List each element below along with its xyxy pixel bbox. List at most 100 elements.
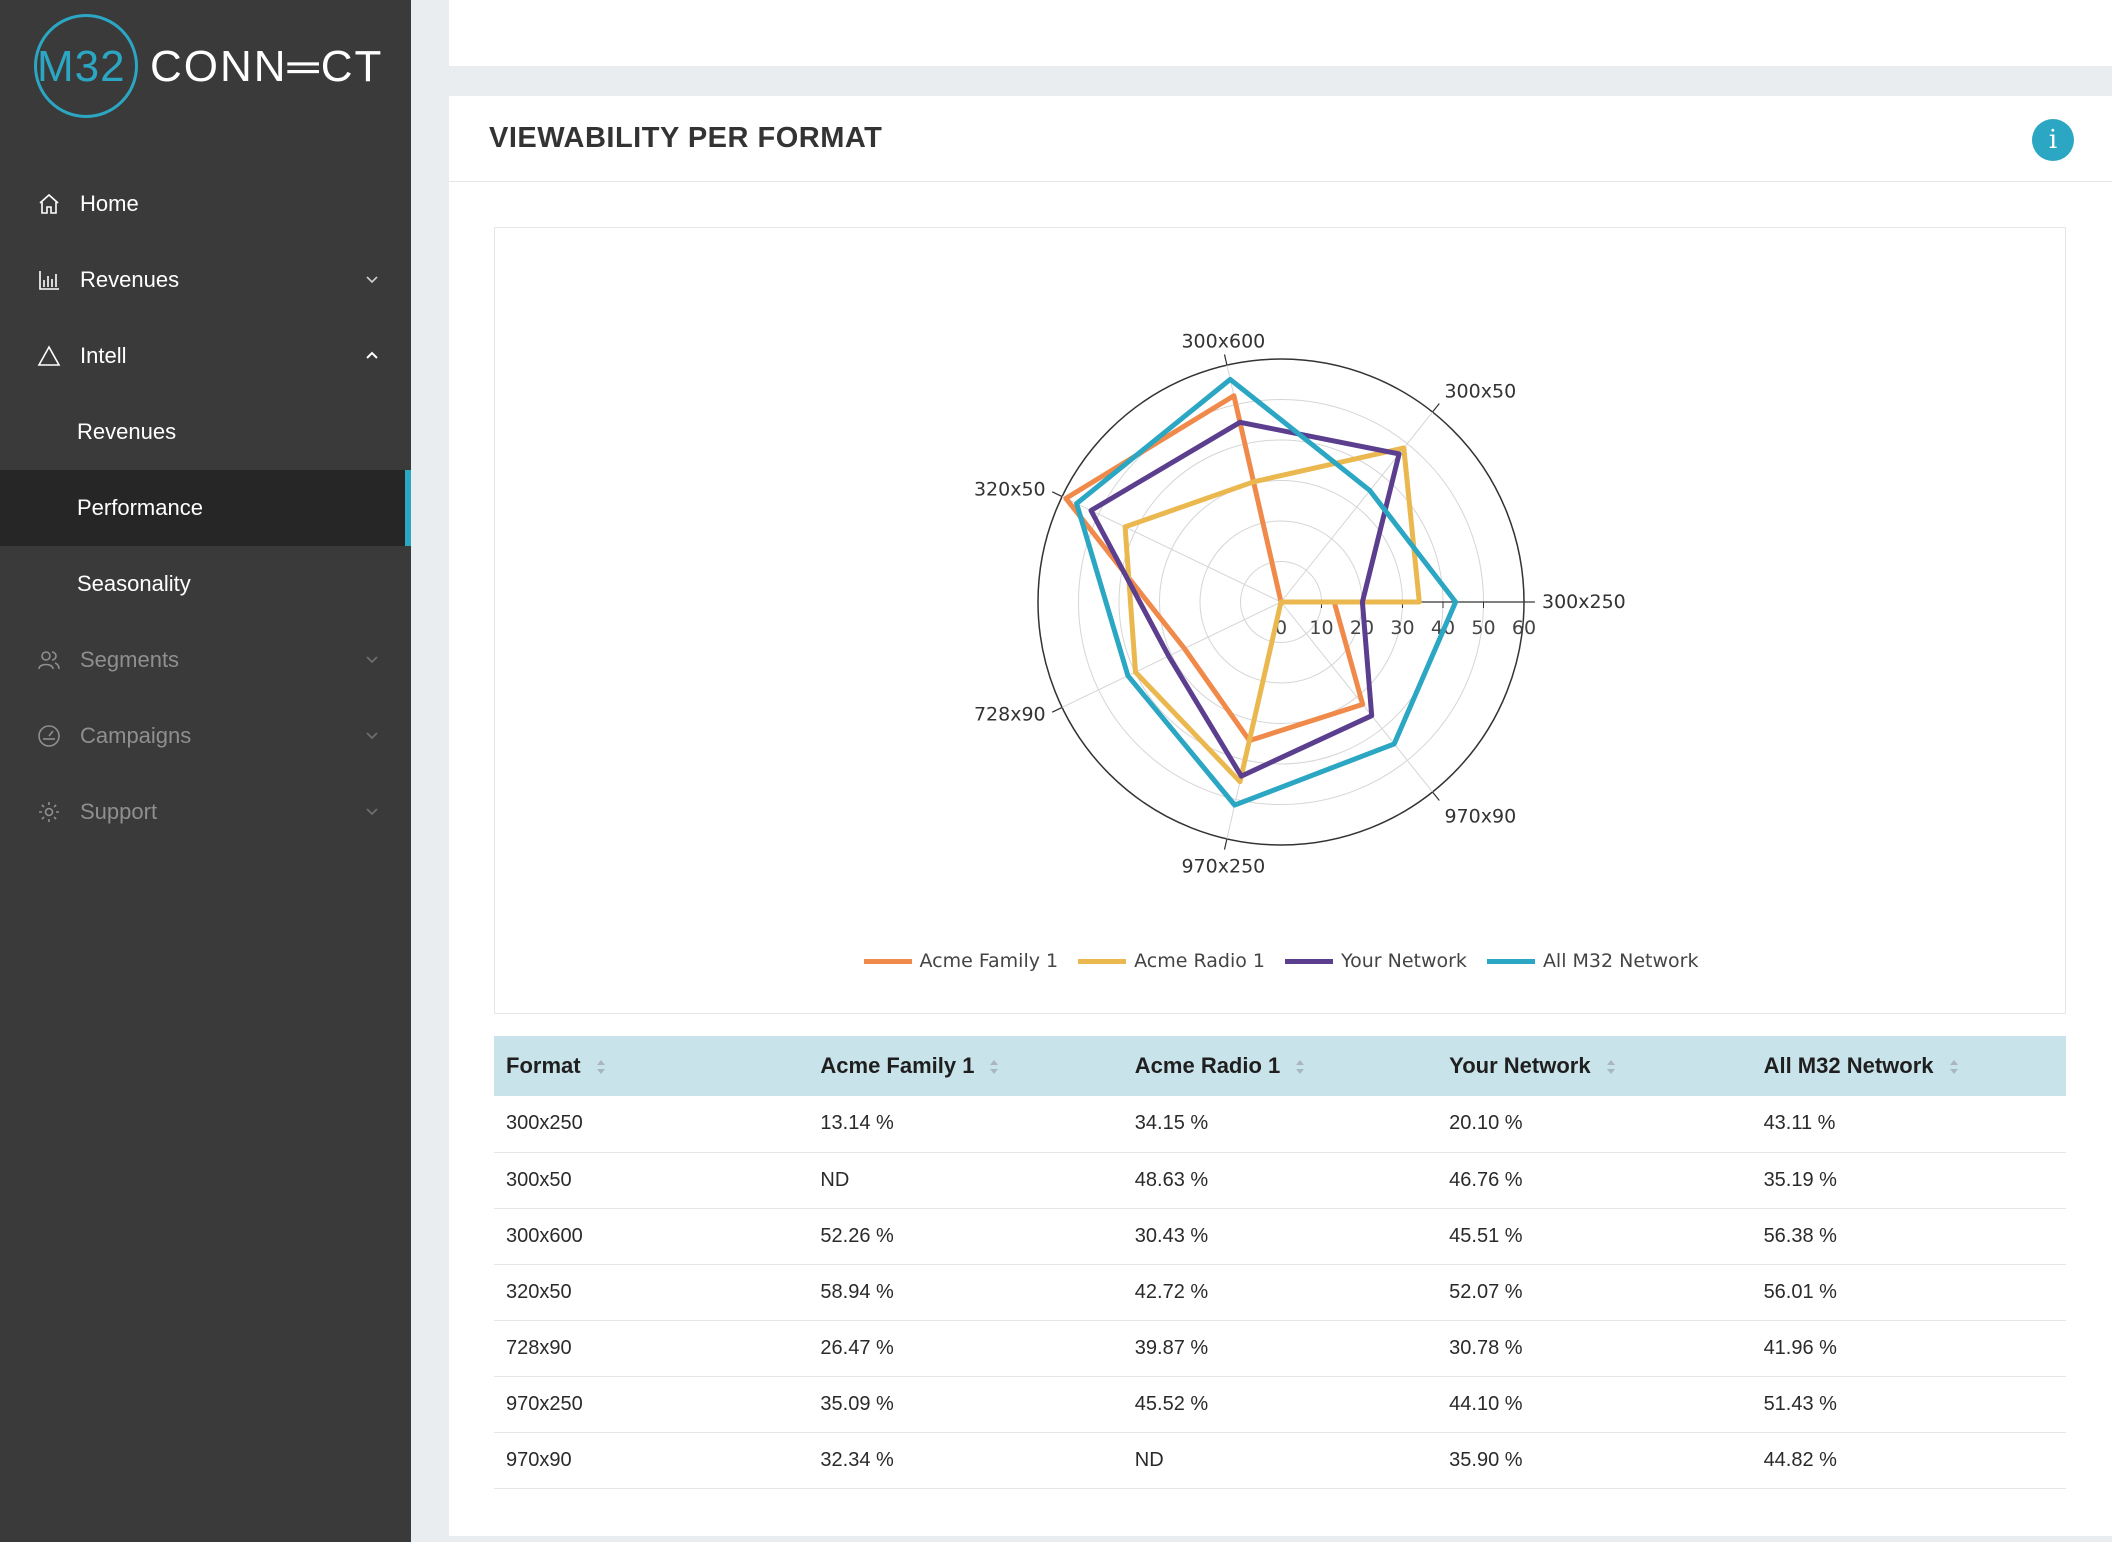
- table-header-cell[interactable]: All M32 Network: [1751, 1036, 2066, 1096]
- sort-icon[interactable]: [1605, 1058, 1617, 1076]
- legend-swatch: [863, 958, 912, 964]
- sort-icon[interactable]: [1294, 1058, 1306, 1076]
- table-cell: 35.09 %: [808, 1376, 1123, 1433]
- sidebar-subitem-label: Revenues: [77, 419, 177, 444]
- logo-prefix: M32: [37, 42, 126, 91]
- table-cell: ND: [808, 1152, 1123, 1209]
- panel-header: VIEWABILITY PER FORMAT i: [449, 96, 2112, 182]
- table-cell: 45.51 %: [1437, 1208, 1752, 1265]
- sort-icon[interactable]: [1948, 1058, 1960, 1076]
- sidebar: M32 CONN═CT Home Revenues Intell Revenue…: [0, 0, 411, 1542]
- table-cell: 56.38 %: [1751, 1208, 2066, 1265]
- table-header-label: Acme Radio 1: [1134, 1053, 1281, 1078]
- sidebar-item-label: Home: [80, 191, 139, 216]
- radar-spoke: [1061, 496, 1282, 603]
- table-cell: 32.34 %: [808, 1432, 1123, 1489]
- table-cell: 30.78 %: [1437, 1320, 1752, 1377]
- radar-radial-tick-label: 30: [1390, 617, 1414, 639]
- table-row: 300x600 52.26 % 30.43 % 45.51 % 56.38 %: [494, 1208, 2066, 1265]
- sidebar-item-support[interactable]: Support: [0, 774, 411, 850]
- legend-item[interactable]: Acme Radio 1: [1078, 950, 1265, 972]
- home-icon: [36, 191, 62, 217]
- table-cell: 58.94 %: [808, 1264, 1123, 1321]
- table-cell: 56.01 %: [1751, 1264, 2066, 1321]
- radar-chart: 0 10 20 30 40 50 60300x250300x50300x600320x507…: [974, 330, 1626, 878]
- table-cell: 20.10 %: [1437, 1096, 1752, 1153]
- table-cell: 970x90: [494, 1432, 809, 1489]
- table-header-cell[interactable]: Acme Radio 1: [1122, 1036, 1438, 1096]
- sidebar-item-segments[interactable]: Segments: [0, 622, 411, 698]
- legend-label: Acme Radio 1: [1134, 950, 1265, 972]
- radar-category-label: 970x250: [1181, 856, 1265, 878]
- sidebar-subitem-label: Performance: [77, 495, 203, 520]
- table-cell: 35.19 %: [1751, 1152, 2066, 1209]
- logo-name: CONN═CT: [150, 42, 384, 91]
- sidebar-subitem-seasonality[interactable]: Seasonality: [0, 546, 411, 622]
- logo[interactable]: M32 CONN═CT: [32, 14, 392, 124]
- table-header-cell[interactable]: Format: [494, 1036, 809, 1096]
- table-cell: 44.10 %: [1437, 1376, 1752, 1433]
- radar-axis-tick: [1051, 706, 1063, 713]
- triangle-icon: [36, 343, 62, 369]
- sidebar-item-home[interactable]: Home: [0, 166, 411, 242]
- radar-series-line: [1088, 419, 1402, 779]
- table-header-cell[interactable]: Acme Family 1: [808, 1036, 1123, 1096]
- radar-axis-tick: [1223, 354, 1228, 366]
- sidebar-item-label: Revenues: [80, 267, 180, 292]
- chevron-up-icon: [366, 351, 378, 359]
- legend-label: Acme Family 1: [919, 950, 1059, 972]
- table-header-label: Acme Family 1: [820, 1053, 975, 1078]
- table-row: 300x250 13.14 % 34.15 % 20.10 % 43.11 %: [494, 1096, 2066, 1153]
- radar-category-label: 300x600: [1181, 330, 1265, 352]
- sidebar-item-campaigns[interactable]: Campaigns: [0, 698, 411, 774]
- sort-icon[interactable]: [988, 1058, 1000, 1076]
- table-header-label: Format: [506, 1053, 581, 1078]
- table-cell: 26.47 %: [808, 1320, 1123, 1377]
- chevron-down-icon: [366, 656, 378, 664]
- info-button[interactable]: i: [2032, 119, 2074, 161]
- viewability-table: Format Acme Family 1 Acme Radio 1 Your Netw…: [494, 1036, 2066, 1489]
- top-card: [449, 0, 2112, 66]
- legend-swatch: [1486, 958, 1535, 964]
- table-cell: 45.52 %: [1122, 1376, 1438, 1433]
- table-cell: 43.11 %: [1751, 1096, 2066, 1153]
- sort-icon[interactable]: [595, 1058, 607, 1076]
- table-cell: 728x90: [494, 1320, 809, 1377]
- legend-item[interactable]: Your Network: [1285, 950, 1467, 972]
- sidebar-subitem-performance[interactable]: Performance: [0, 470, 411, 546]
- radar-axis-tick: [1223, 838, 1228, 850]
- sidebar-subitem-revenues[interactable]: Revenues: [0, 394, 411, 470]
- table-header-cell[interactable]: Your Network: [1437, 1036, 1752, 1096]
- table-cell: 35.90 %: [1437, 1432, 1752, 1489]
- radar-category-label: 300x50: [1444, 381, 1516, 403]
- table-row: 320x50 58.94 % 42.72 % 52.07 % 56.01 %: [494, 1264, 2066, 1321]
- table-cell: 30.43 %: [1122, 1208, 1438, 1265]
- table-cell: 300x50: [494, 1152, 809, 1209]
- table-cell: 46.76 %: [1437, 1152, 1752, 1209]
- legend-swatch: [1078, 958, 1127, 964]
- chevron-down-icon: [366, 276, 378, 284]
- table-cell: 48.63 %: [1122, 1152, 1438, 1209]
- table-row: 970x250 35.09 % 45.52 % 44.10 % 51.43 %: [494, 1376, 2066, 1433]
- table-row: 728x90 26.47 % 39.87 % 30.78 % 41.96 %: [494, 1320, 2066, 1377]
- radar-series-line: [1122, 445, 1422, 785]
- legend-item[interactable]: All M32 Network: [1486, 950, 1698, 972]
- sidebar-item-revenues[interactable]: Revenues: [0, 242, 411, 318]
- sidebar-item-intell[interactable]: Intell: [0, 318, 411, 394]
- gauge-icon: [36, 723, 62, 749]
- info-icon: i: [2048, 125, 2058, 155]
- table-cell: 42.72 %: [1122, 1264, 1438, 1321]
- radar-category-label: 970x90: [1444, 805, 1516, 827]
- chevron-down-icon: [366, 808, 378, 816]
- table-row: 300x50 ND 48.63 % 46.76 % 35.19 %: [494, 1152, 2066, 1209]
- table-cell: 970x250: [494, 1376, 809, 1433]
- radar-series-line: [1074, 376, 1459, 808]
- table-header-row: Format Acme Family 1 Acme Radio 1 Your Netw…: [494, 1036, 2066, 1096]
- table-cell: 39.87 %: [1122, 1320, 1438, 1377]
- legend-item[interactable]: Acme Family 1: [863, 950, 1059, 972]
- radar-radial-tick-label: 10: [1309, 617, 1333, 639]
- legend-label: Your Network: [1341, 950, 1467, 972]
- users-icon: [36, 647, 62, 673]
- radar-spoke: [1061, 601, 1282, 708]
- table-cell: 52.07 %: [1437, 1264, 1752, 1321]
